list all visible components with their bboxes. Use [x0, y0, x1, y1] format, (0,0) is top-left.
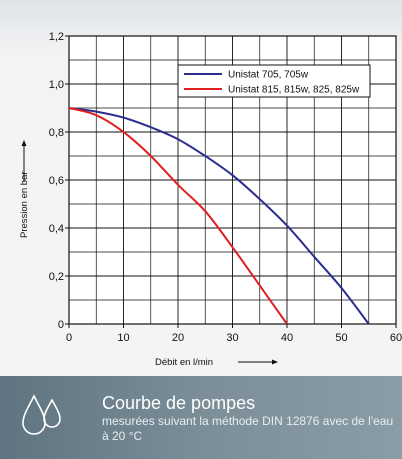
pump-curve-chart: 0 10 20 30 40 50 60 0 0,2 0,4 0,6 0,8 1,0 1,2 Débit e… — [19, 31, 402, 368]
y-axis-label: Pression en bar — [19, 171, 30, 238]
legend-label-unistat-705: Unistat 705, 705w — [228, 70, 309, 81]
caption-banner: Courbe de pompes mesurées suivant la mét… — [0, 376, 402, 459]
chart-axes — [65, 35, 397, 328]
series-line-unistat-705 — [68, 107, 370, 325]
water-drops-icon — [22, 394, 61, 435]
legend-label-unistat-815: Unistat 815, 815w, 825, 825w — [228, 85, 360, 96]
x-tick-label: 40 — [281, 332, 293, 344]
x-tick-label: 20 — [172, 332, 184, 344]
chart-legend: Unistat 705, 705w Unistat 815, 815w, 825… — [177, 64, 371, 98]
caption-subtitle: mesurées suivant la méthode DIN 12876 av… — [102, 414, 394, 443]
x-tick-label: 10 — [117, 332, 129, 344]
y-tick-label: 0 — [58, 319, 64, 331]
chart-series — [68, 107, 370, 325]
y-tick-label: 0,2 — [49, 271, 64, 283]
x-axis-label-arrow — [238, 359, 278, 365]
x-tick-label: 0 — [66, 332, 72, 344]
y-tick-label: 1,0 — [49, 79, 64, 91]
y-tick-label: 0,8 — [49, 127, 64, 139]
y-tick-label: 1,2 — [49, 31, 64, 43]
chart-tick-labels: 0 10 20 30 40 50 60 0 0,2 0,4 0,6 0,8 1,0 1,2 — [49, 31, 402, 344]
x-tick-label: 30 — [226, 332, 238, 344]
y-tick-label: 0,6 — [49, 175, 64, 187]
chart-panel: 0 10 20 30 40 50 60 0 0,2 0,4 0,6 0,8 1,0 1,2 Débit e… — [0, 0, 402, 370]
x-tick-label: 50 — [335, 332, 347, 344]
series-line-unistat-815 — [68, 107, 288, 325]
x-axis-label: Débit en l/min — [155, 357, 213, 368]
y-axis-label-arrow — [21, 140, 27, 182]
x-tick-label: 60 — [390, 332, 402, 344]
y-tick-label: 0,4 — [49, 223, 64, 235]
caption-title: Courbe de pompes — [102, 393, 256, 413]
legend-box — [177, 64, 371, 98]
